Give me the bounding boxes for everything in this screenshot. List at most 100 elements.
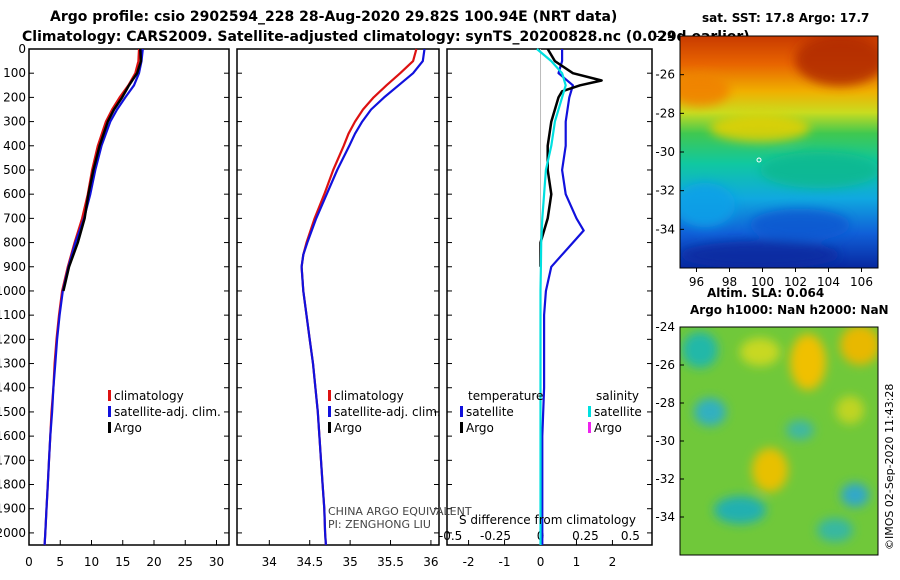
temperature-legend: climatology satellite-adj. clim. Argo xyxy=(108,389,221,435)
difference-legend: temperature salinity satellite Argo sate… xyxy=(459,389,642,527)
x-tick-label: 15 xyxy=(115,555,130,569)
x-tick-label: -1 xyxy=(499,555,511,569)
sst-lon-label: 100 xyxy=(751,275,774,289)
difference-title: S difference from climatology xyxy=(459,513,636,527)
series-line-0-climatology xyxy=(43,48,141,546)
x-tick-label: 30 xyxy=(209,555,224,569)
sst-lat-label: -24 xyxy=(655,29,675,43)
sst-mid-patch xyxy=(710,114,810,142)
legend-argo-label: Argo xyxy=(334,421,362,435)
depth-tick-label: 1900 xyxy=(0,502,26,516)
sla-high-patch xyxy=(790,334,826,390)
series-line-2-salinity-satellite xyxy=(536,48,567,545)
legend-temp-argo-label: Argo xyxy=(466,421,494,435)
axes-layer: 0100200300400500600700800900100011001200… xyxy=(0,42,652,569)
x-tick-label: 35 xyxy=(342,555,357,569)
legend-temp-satellite-swatch xyxy=(460,406,463,417)
salinity-panel-frame xyxy=(236,48,440,546)
depth-tick-label: 100 xyxy=(3,66,26,80)
legend-satellite-label: satellite-adj. clim. xyxy=(334,405,441,419)
series-line-2-temperature-argo xyxy=(539,48,603,267)
legend-climatology-swatch xyxy=(108,390,111,401)
sst-lon-label: 96 xyxy=(689,275,704,289)
x-tick-label: 10 xyxy=(84,555,99,569)
temperature-panel-frame xyxy=(28,48,230,546)
legend-argo-swatch xyxy=(328,422,331,433)
salinity-diff-tick-label: 0.5 xyxy=(621,529,640,543)
legend-sal-satellite-swatch xyxy=(588,406,591,417)
sst-cool-patch xyxy=(680,183,735,227)
depth-tick-label: 200 xyxy=(3,90,26,104)
sst-lat-label: -28 xyxy=(655,106,675,120)
salinity-diff-tick-label: -0.5 xyxy=(439,529,462,543)
header-line-1: Argo profile: csio 2902594_228 28-Aug-20… xyxy=(50,9,617,25)
x-tick-label: 34.5 xyxy=(296,555,323,569)
series-line-2-temperature-satellite xyxy=(541,49,585,545)
x-tick-label: 0 xyxy=(25,555,33,569)
depth-tick-label: 1200 xyxy=(0,332,26,346)
salinity-legend: climatology satellite-adj. clim. Argo CH… xyxy=(328,389,472,531)
sst-lon-label: 98 xyxy=(722,275,737,289)
depth-tick-label: 1500 xyxy=(0,405,26,419)
sla-high-patch xyxy=(840,327,878,365)
sst-lon-label: 104 xyxy=(817,275,840,289)
legend-argo-swatch xyxy=(108,422,111,433)
series-line-0-argo xyxy=(62,48,143,292)
sst-map: sat. SST: 17.8 Argo: 17.7 -24 -26 -28 -30 -3… xyxy=(655,11,879,289)
x-tick-label: 5 xyxy=(56,555,64,569)
depth-tick-label: 1800 xyxy=(0,478,26,492)
sla-lat-label: -32 xyxy=(655,472,675,486)
legend-climatology-label: climatology xyxy=(114,389,184,403)
legend-sal-argo-swatch xyxy=(588,422,591,433)
sst-lon-label: 102 xyxy=(784,275,807,289)
series-line-1-satellite-adj-clim- xyxy=(300,48,426,546)
x-tick-label: 25 xyxy=(178,555,193,569)
sst-warm-patch xyxy=(795,36,878,86)
series-line-1-climatology xyxy=(300,48,418,546)
depth-tick-label: 400 xyxy=(3,139,26,153)
legend-satellite-swatch xyxy=(328,406,331,417)
header-line-2: Climatology: CARS2009. Satellite-adjuste… xyxy=(22,29,750,45)
sla-low-patch xyxy=(786,420,814,440)
sla-low-patch xyxy=(682,332,718,368)
x-tick-label: 36 xyxy=(423,555,438,569)
x-tick-label: 1 xyxy=(573,555,581,569)
sst-cool-patch xyxy=(750,209,850,241)
legend-sal-argo-label: Argo xyxy=(594,421,622,435)
sla-lat-label: -24 xyxy=(655,320,675,334)
sla-lat-label: -30 xyxy=(655,434,675,448)
sla-low-patch xyxy=(817,518,853,542)
credit-text: ©IMOS 02-Sep-2020 11:43:28 xyxy=(883,384,896,550)
depth-tick-label: 900 xyxy=(3,260,26,274)
annotation-line-1: CHINA ARGO EQUIVALENT xyxy=(328,505,472,518)
depth-tick-label: 1300 xyxy=(0,357,26,371)
sla-map-title-1: Altim. SLA: 0.064 xyxy=(707,286,824,300)
sla-low-patch xyxy=(714,496,766,524)
depth-tick-label: 2000 xyxy=(0,526,26,540)
legend-sal-satellite-label: satellite xyxy=(594,405,642,419)
depth-tick-label: 1100 xyxy=(0,308,26,322)
depth-tick-label: 500 xyxy=(3,163,26,177)
sst-lat-label: -26 xyxy=(655,68,675,82)
legend-salinity-title: salinity xyxy=(596,389,639,403)
sla-high-patch xyxy=(740,338,780,366)
sla-lat-label: -26 xyxy=(655,358,675,372)
x-tick-label: 35.5 xyxy=(377,555,404,569)
sla-low-patch xyxy=(841,483,869,507)
argo-location-marker xyxy=(756,157,762,163)
sst-lat-label: -32 xyxy=(655,184,675,198)
legend-satellite-label: satellite-adj. clim. xyxy=(114,405,221,419)
sla-low-patch xyxy=(694,398,726,426)
sla-map: Altim. SLA: 0.064 Argo h1000: NaN h2000:… xyxy=(655,286,889,556)
sst-lon-label: 106 xyxy=(850,275,873,289)
depth-tick-label: 1400 xyxy=(0,381,26,395)
legend-climatology-swatch xyxy=(328,390,331,401)
sst-map-title: sat. SST: 17.8 Argo: 17.7 xyxy=(702,11,869,25)
sla-lat-label: -28 xyxy=(655,396,675,410)
sla-high-patch xyxy=(752,448,788,492)
x-tick-label: 20 xyxy=(146,555,161,569)
depth-tick-label: 700 xyxy=(3,211,26,225)
lines-layer xyxy=(43,48,603,546)
depth-tick-label: 1600 xyxy=(0,429,26,443)
annotation-line-2: PI: ZENGHONG LIU xyxy=(328,518,431,531)
